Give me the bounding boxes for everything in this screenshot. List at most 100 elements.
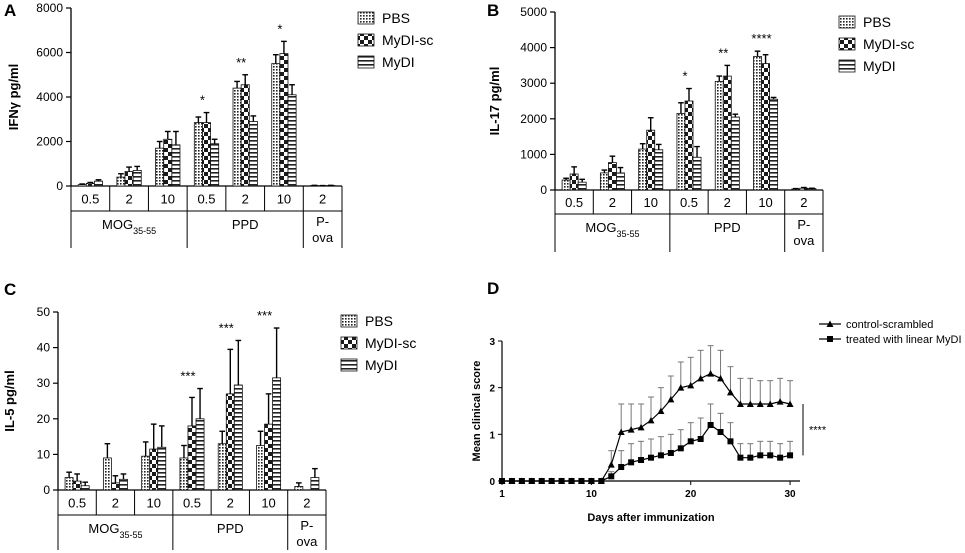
data-point-square (657, 452, 664, 459)
significance-marker: *** (180, 369, 195, 384)
legend-label: PBS (365, 313, 393, 329)
data-point-triangle (786, 400, 794, 407)
bar (179, 457, 189, 491)
legend-marker-square (827, 336, 833, 342)
legend-swatch (838, 37, 856, 51)
y-tick-label: 1 (489, 430, 495, 441)
bar (141, 455, 151, 491)
panel-letter: A (4, 1, 16, 20)
dose-label: 10 (758, 195, 772, 210)
y-tick-label: 30 (37, 376, 51, 390)
bar (264, 423, 273, 491)
significance-marker: **** (751, 31, 771, 46)
y-tick-label: 0 (540, 183, 547, 197)
group-label-line2: ova (793, 233, 815, 248)
dose-label: 2 (125, 192, 132, 207)
panel-letter: C (4, 280, 16, 299)
y-tick-label: 5000 (520, 5, 547, 19)
bar (64, 477, 74, 491)
panel-letter: B (487, 1, 499, 20)
bar (124, 171, 134, 187)
bar (730, 116, 740, 191)
legend-label: MyDI (863, 58, 896, 74)
dose-label: 0.5 (197, 192, 215, 207)
y-tick-label: 1000 (520, 147, 547, 161)
bar (248, 121, 258, 187)
y-axis-title: IFNγ pg/ml (6, 64, 21, 130)
dose-label: 2 (724, 195, 731, 210)
bar (225, 393, 235, 491)
bar (116, 176, 126, 187)
data-point-square (727, 438, 734, 445)
bar (608, 162, 617, 191)
dose-label: 10 (261, 496, 275, 511)
data-point-square (648, 454, 654, 461)
bar (132, 170, 142, 187)
data-point-square (568, 478, 575, 484)
dose-label: 2 (800, 195, 807, 210)
data-point-square (757, 452, 764, 459)
data-point-square (588, 478, 595, 484)
y-tick-label: 4000 (520, 41, 547, 55)
bar (233, 384, 243, 491)
data-point-square (618, 464, 625, 470)
significance-marker: * (200, 93, 205, 108)
bar (272, 377, 282, 491)
legend-label: MyDI (365, 357, 398, 373)
dose-label: 10 (161, 192, 175, 207)
bar (279, 53, 289, 187)
dose-label: 10 (277, 192, 291, 207)
bar (569, 173, 579, 191)
legend-swatch (357, 11, 375, 25)
bar (310, 477, 320, 491)
data-point-triangle (617, 428, 625, 435)
dose-label: 0.5 (68, 496, 86, 511)
significance-marker: * (277, 21, 282, 36)
y-tick-label: 0 (489, 477, 495, 488)
y-axis-title: IL-5 pg/ml (2, 370, 17, 431)
bar (119, 478, 128, 491)
legend-swatch (340, 336, 358, 350)
data-point-square (717, 429, 724, 435)
y-tick-label: 4000 (36, 90, 63, 104)
bar (256, 445, 265, 491)
legend-marker-triangle (826, 320, 834, 327)
group-label: P- (300, 518, 313, 533)
data-point-triangle (657, 407, 665, 414)
dose-label: 2 (227, 496, 234, 511)
bar (684, 100, 694, 191)
bar (163, 138, 173, 187)
bar (753, 56, 762, 191)
legend-swatch (838, 15, 856, 29)
data-point-triangle (687, 381, 695, 389)
significance-marker: ** (718, 45, 728, 60)
bar (80, 485, 90, 491)
bar (232, 87, 242, 187)
bar (187, 425, 197, 491)
bar (799, 187, 809, 191)
significance-marker: ** (236, 55, 246, 70)
data-point-square (777, 454, 784, 461)
data-point-square (737, 454, 744, 461)
data-point-square (707, 422, 714, 428)
group-label-line2: ova (312, 230, 334, 245)
data-point-triangle (677, 384, 685, 391)
data-point-square (638, 457, 645, 463)
bar (294, 486, 304, 491)
dose-label: 2 (609, 195, 616, 210)
legend-label: control-scrambled (846, 319, 933, 331)
data-point-square (518, 478, 525, 484)
data-point-square (598, 478, 605, 484)
data-point-triangle (707, 370, 715, 377)
group-label: MOG35-55 (102, 217, 156, 236)
y-tick-label: 8000 (36, 1, 63, 15)
bar (155, 147, 165, 187)
bar (692, 156, 702, 191)
group-label: PPD (714, 220, 741, 235)
bar (72, 480, 82, 491)
data-point-triangle (726, 388, 734, 396)
data-point-triangle (697, 374, 705, 382)
group-label: P- (797, 217, 810, 232)
data-point-square (628, 459, 635, 466)
